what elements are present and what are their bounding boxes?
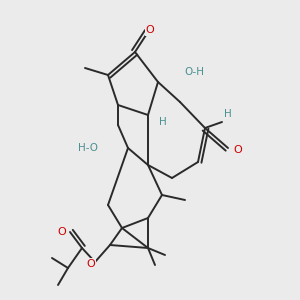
- Text: H-O: H-O: [78, 143, 98, 153]
- Text: H: H: [159, 117, 167, 127]
- Text: O: O: [146, 25, 154, 35]
- Text: O: O: [58, 227, 66, 237]
- Text: O-H: O-H: [184, 67, 204, 77]
- Text: H: H: [224, 109, 232, 119]
- Text: O: O: [87, 259, 95, 269]
- Text: O: O: [234, 145, 242, 155]
